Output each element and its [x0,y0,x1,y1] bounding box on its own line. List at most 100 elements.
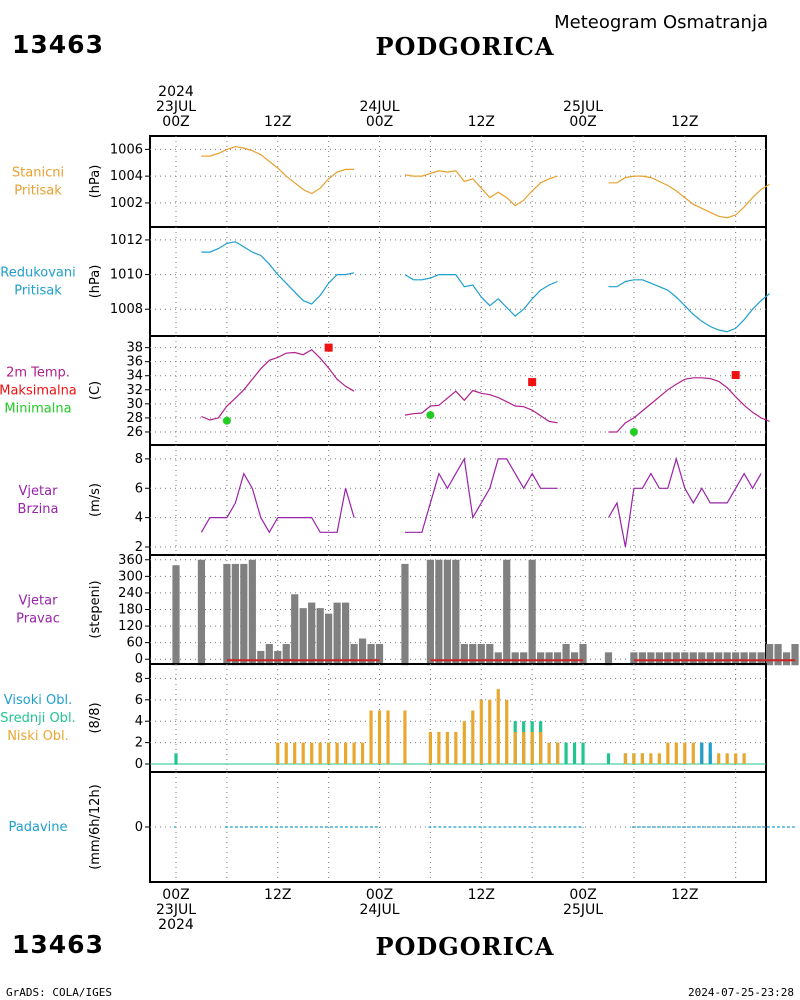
low-cloud-bar [556,742,560,764]
top-time-label: 2024 [158,84,194,100]
series-line [608,175,770,219]
panel-frame [149,663,767,773]
y-tick-label: 28 [126,411,143,426]
low-cloud-bar [428,731,432,764]
direction-bar [197,559,206,666]
series-line [201,241,355,305]
y-tick-label: 4 [135,511,143,526]
high-cloud-bar [700,742,704,764]
low-cloud-bar [717,753,721,764]
panel-label: Minimalna [4,402,71,417]
low-cloud-bar [496,689,500,764]
bottom-time-label: 12Z [468,887,495,903]
direction-bar [655,652,663,666]
y-tick-label: 1002 [110,196,143,211]
tmax-marker [528,378,537,387]
low-cloud-bar [666,742,670,764]
y-tick-label: 180 [118,603,143,618]
top-time-label: 00Z [162,114,189,130]
panel-frame [149,135,767,228]
panel-reduced-pressure: 1008 1010 1012 (hPa) Redukovani Pritisak [0,226,770,337]
series-line [404,389,558,424]
direction-bar [172,565,180,666]
direction-bar [672,652,680,666]
low-cloud-bar [369,710,373,764]
mid-cloud-bar [581,742,585,764]
low-cloud-bar [505,699,509,764]
low-cloud-bar [284,742,288,764]
y-tick-label: 6 [135,693,143,708]
low-cloud-bar [335,742,339,764]
direction-bar [282,644,290,666]
tmax-marker [731,371,740,380]
series-line [200,472,355,534]
series-line [201,146,355,195]
panel-label: Redukovani [0,266,75,281]
series-line [201,348,355,421]
direction-bar [316,608,324,666]
direction-bar [375,644,384,666]
y-tick-label: 8 [135,671,143,686]
low-cloud-bar [386,710,390,764]
y-axis-label: (m/s) [88,483,103,517]
low-cloud-bar [539,731,543,764]
direction-bar [223,563,231,666]
panel-label: Stanicni [12,166,64,181]
direction-bar [570,652,579,666]
station-name-top: PODGORICA [375,32,555,61]
low-cloud-bar [462,721,466,764]
low-cloud-bar [377,710,382,764]
low-cloud-bar [742,753,746,764]
direction-bar [265,644,273,666]
direction-bar [689,652,697,666]
direction-bar [528,559,536,666]
low-cloud-bar [632,753,636,764]
direction-bar [494,652,502,666]
direction-bar [630,652,638,666]
panel-label: Pritisak [14,284,62,299]
direction-bar [774,644,782,666]
direction-bar [545,652,553,666]
low-cloud-bar [344,742,348,764]
direction-bar [426,559,434,666]
direction-bar [579,644,587,666]
direction-bar [782,652,791,666]
low-cloud-bar [488,699,492,764]
low-cloud-bar [522,731,526,764]
direction-bar [604,652,613,666]
panel-label: Niski Obl. [7,729,69,744]
low-cloud-bar [479,699,483,764]
low-cloud-bar [403,710,407,764]
direction-bar [401,563,409,666]
tmin-marker [222,416,231,425]
panel-label: Srednji Obl. [0,711,75,726]
mid-cloud-bar [174,753,178,764]
direction-bar [325,613,333,666]
low-cloud-bar [674,742,678,764]
top-time-label: 12Z [468,114,495,130]
low-cloud-bar [657,753,661,764]
y-tick-label: 6 [135,481,143,496]
low-cloud-bar [530,731,534,764]
direction-bar [358,638,367,666]
low-cloud-bar [623,753,628,764]
y-tick-label: 1010 [110,268,143,283]
mid-cloud-bar [606,753,611,764]
low-cloud-bar [649,753,653,764]
direction-bar [274,650,282,666]
direction-bar [503,559,511,666]
panel-label: Pritisak [14,184,62,199]
top-time-label: 25JUL [563,99,603,115]
low-cloud-bar [640,753,644,764]
series-line [607,456,762,548]
bottom-time-label: 12Z [264,887,291,903]
direction-bar [231,563,239,666]
low-cloud-bar [276,742,280,764]
y-tick-label: 120 [118,619,143,634]
y-tick-label: 36 [126,355,143,370]
direction-bar [435,559,443,666]
direction-bar [562,644,570,666]
y-axis-label: (mm/6h/12h) [88,784,103,870]
panel-label: Vjetar [19,484,59,499]
